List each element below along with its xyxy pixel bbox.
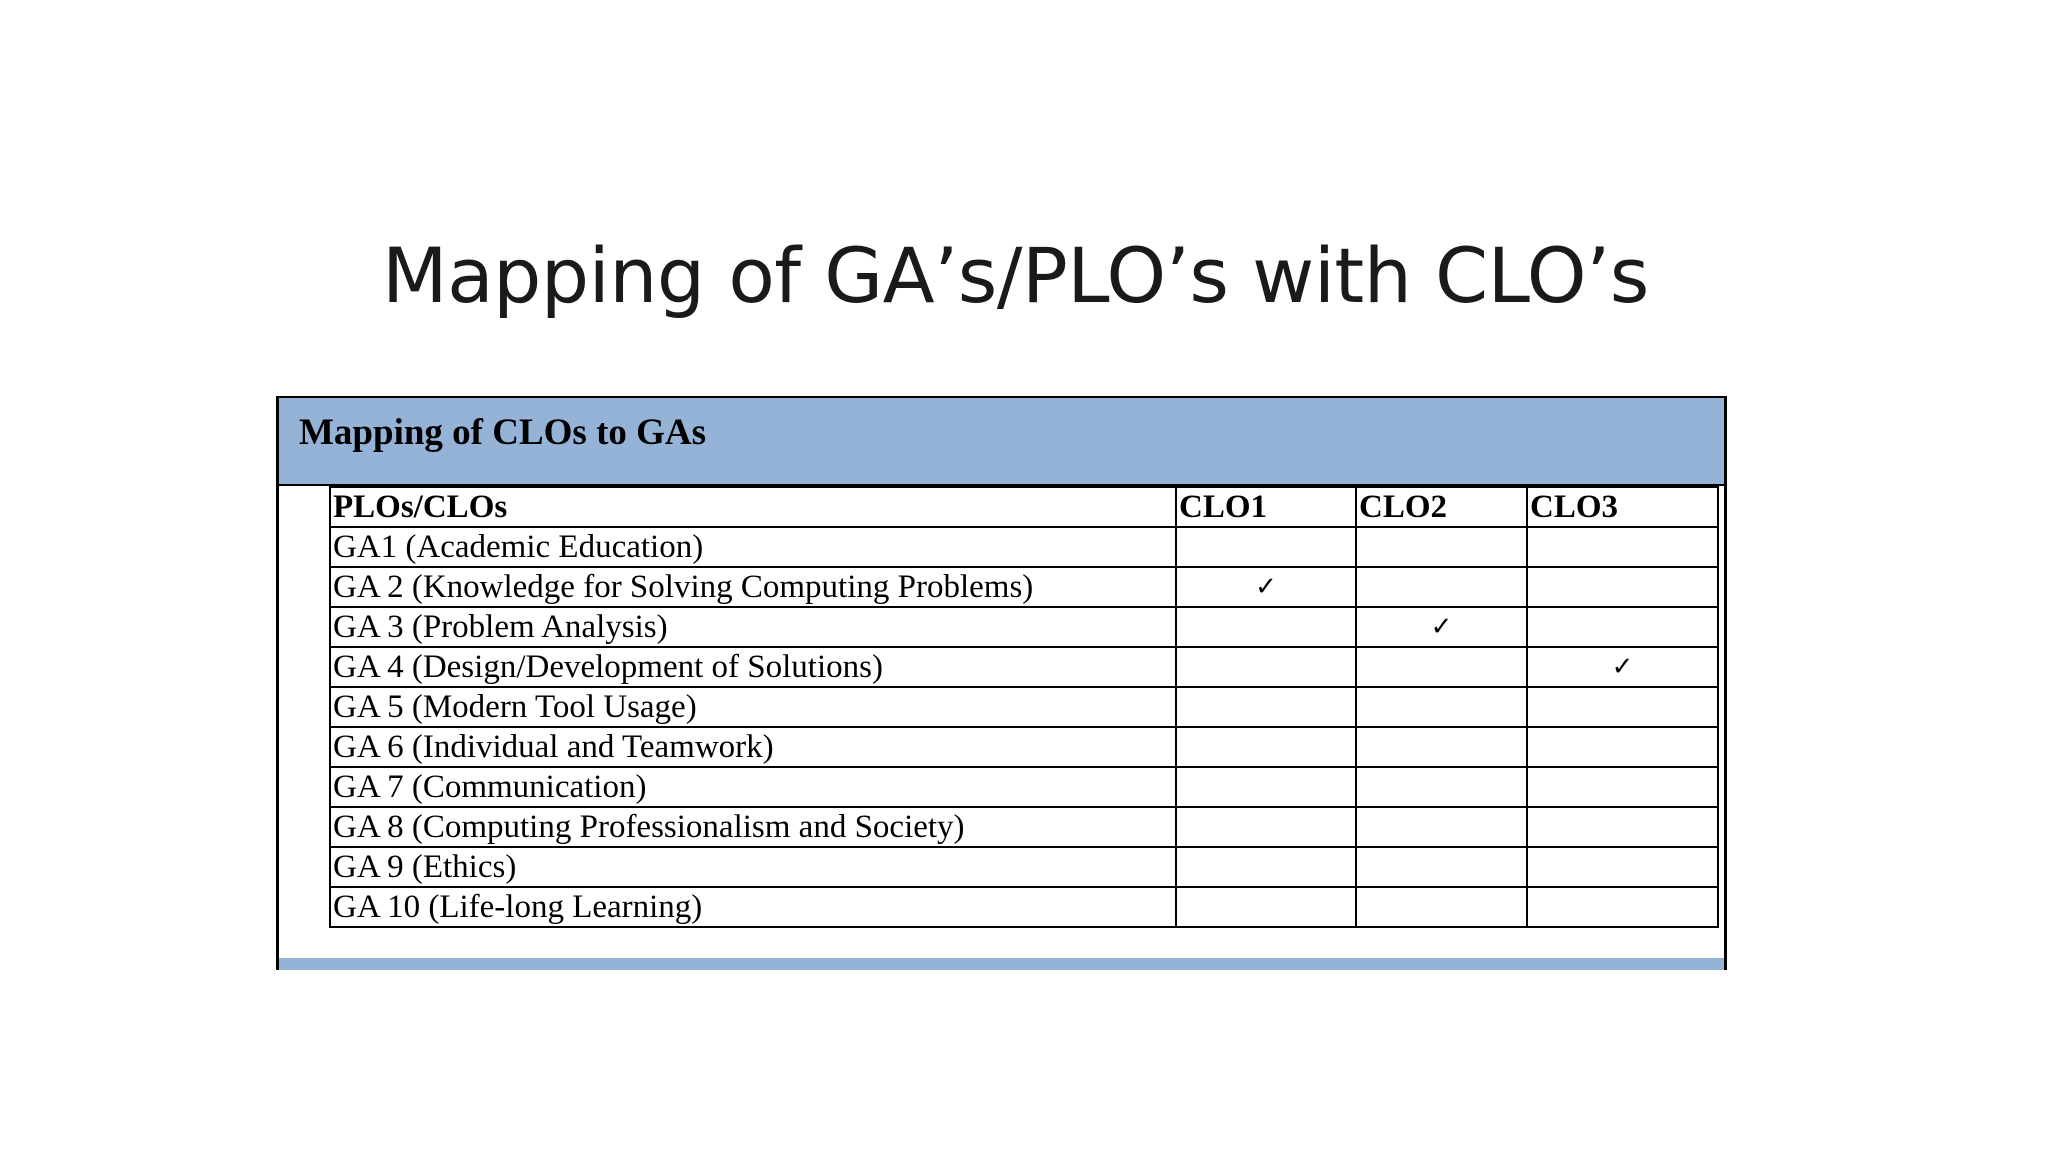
column-header-clo3: CLO3: [1526, 486, 1719, 528]
row-label: GA 6 (Individual and Teamwork): [329, 726, 1177, 768]
row-label: GA 3 (Problem Analysis): [329, 606, 1177, 648]
table-caption-bar: Mapping of CLOs to GAs: [279, 398, 1724, 486]
check-cell-clo3: [1526, 846, 1719, 888]
check-cell-clo3: [1526, 726, 1719, 768]
check-cell-clo2: [1355, 726, 1528, 768]
table-row: GA 7 (Communication): [329, 766, 1719, 808]
row-label: GA1 (Academic Education): [329, 526, 1177, 568]
check-cell-clo2: ✓: [1355, 606, 1528, 648]
table-row: GA 10 (Life-long Learning): [329, 886, 1719, 928]
table-header-row: PLOs/CLOs CLO1 CLO2 CLO3: [329, 486, 1719, 528]
check-cell-clo1: [1175, 526, 1357, 568]
row-label: GA 2 (Knowledge for Solving Computing Pr…: [329, 566, 1177, 608]
check-cell-clo1: [1175, 806, 1357, 848]
check-cell-clo3: [1526, 686, 1719, 728]
row-label: GA 8 (Computing Professionalism and Soci…: [329, 806, 1177, 848]
table-row: GA 8 (Computing Professionalism and Soci…: [329, 806, 1719, 848]
check-cell-clo3: [1526, 806, 1719, 848]
table-row: GA 2 (Knowledge for Solving Computing Pr…: [329, 566, 1719, 608]
mapping-table: PLOs/CLOs CLO1 CLO2 CLO3 GA1 (Academic E…: [329, 486, 1719, 928]
table-footer-bar: [279, 958, 1724, 970]
table-row: GA 3 (Problem Analysis) ✓: [329, 606, 1719, 648]
check-cell-clo1: [1175, 606, 1357, 648]
check-cell-clo2: [1355, 846, 1528, 888]
check-cell-clo1: ✓: [1175, 566, 1357, 608]
check-cell-clo2: [1355, 526, 1528, 568]
column-header-plos-clos: PLOs/CLOs: [329, 486, 1177, 528]
table-row: GA 5 (Modern Tool Usage): [329, 686, 1719, 728]
table-row: GA 6 (Individual and Teamwork): [329, 726, 1719, 768]
check-cell-clo1: [1175, 726, 1357, 768]
mapping-table-frame: Mapping of CLOs to GAs PLOs/CLOs CLO1 CL…: [276, 396, 1727, 970]
column-header-clo2: CLO2: [1355, 486, 1528, 528]
check-cell-clo3: [1526, 566, 1719, 608]
table-row: GA 4 (Design/Development of Solutions) ✓: [329, 646, 1719, 688]
check-cell-clo3: ✓: [1526, 646, 1719, 688]
check-cell-clo2: [1355, 886, 1528, 928]
check-cell-clo2: [1355, 646, 1528, 688]
check-cell-clo3: [1526, 526, 1719, 568]
check-cell-clo3: [1526, 886, 1719, 928]
table-caption: Mapping of CLOs to GAs: [299, 412, 707, 453]
check-cell-clo1: [1175, 886, 1357, 928]
check-cell-clo3: [1526, 766, 1719, 808]
row-label: GA 4 (Design/Development of Solutions): [329, 646, 1177, 688]
column-header-clo1: CLO1: [1175, 486, 1357, 528]
table-row: GA1 (Academic Education): [329, 526, 1719, 568]
row-label: GA 5 (Modern Tool Usage): [329, 686, 1177, 728]
row-label: GA 7 (Communication): [329, 766, 1177, 808]
table-row: GA 9 (Ethics): [329, 846, 1719, 888]
check-cell-clo2: [1355, 686, 1528, 728]
check-cell-clo1: [1175, 646, 1357, 688]
row-label: GA 10 (Life-long Learning): [329, 886, 1177, 928]
row-label: GA 9 (Ethics): [329, 846, 1177, 888]
check-cell-clo1: [1175, 846, 1357, 888]
check-cell-clo2: [1355, 566, 1528, 608]
check-cell-clo2: [1355, 806, 1528, 848]
slide-title: Mapping of GA’s/PLO’s with CLO’s: [382, 231, 1649, 320]
check-cell-clo2: [1355, 766, 1528, 808]
check-cell-clo1: [1175, 766, 1357, 808]
check-cell-clo3: [1526, 606, 1719, 648]
check-cell-clo1: [1175, 686, 1357, 728]
